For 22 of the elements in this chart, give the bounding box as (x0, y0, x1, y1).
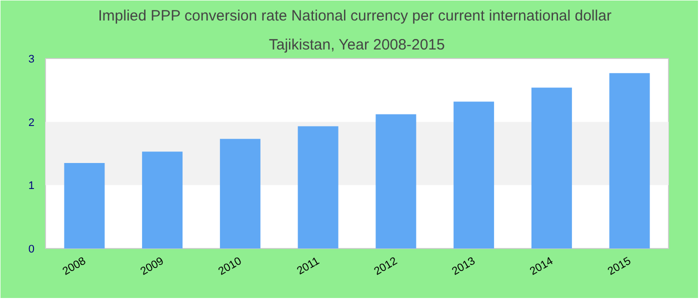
x-tick-label: 2011 (295, 255, 322, 278)
x-tick-label: 2013 (450, 255, 478, 278)
bar (609, 73, 650, 248)
bar (531, 88, 572, 248)
bar (220, 138, 260, 248)
x-tick-label: 2009 (138, 255, 166, 278)
bar (298, 126, 338, 248)
x-tick-label: 2015 (606, 255, 634, 278)
bar (64, 163, 105, 248)
y-tick-label: 2 (28, 116, 35, 129)
y-tick-label: 0 (28, 244, 35, 256)
x-tick-label: 2012 (372, 255, 400, 278)
bar (376, 114, 416, 248)
chart-title: Implied PPP conversion rate National currency per current international dollar (98, 8, 612, 24)
y-tick-label: 1 (28, 180, 35, 192)
x-tick-label: 2014 (528, 255, 556, 278)
y-tick-label: 3 (28, 54, 35, 66)
x-tick-label: 2010 (216, 255, 244, 278)
chart-subtitle: Tajikistan, Year 2008-2015 (268, 36, 445, 54)
bar (142, 152, 183, 248)
x-tick-label: 2008 (60, 255, 88, 278)
bar (454, 102, 494, 248)
